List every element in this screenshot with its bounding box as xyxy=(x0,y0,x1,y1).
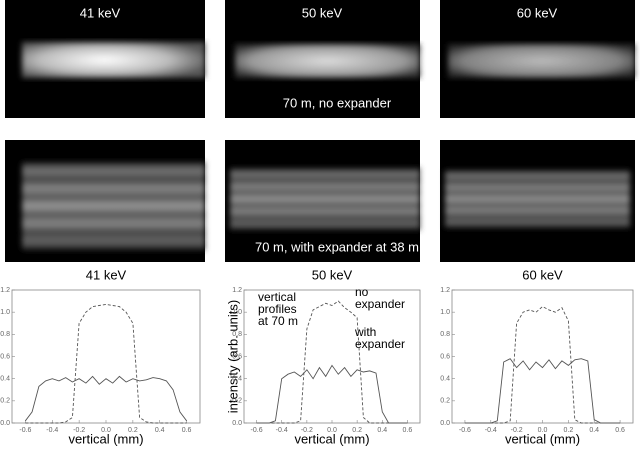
annotation: no xyxy=(355,285,369,299)
x-tick-label: 0.4 xyxy=(377,427,387,434)
y-tick-label: 0.0 xyxy=(232,420,242,427)
beam xyxy=(230,168,420,230)
y-tick-label: 0.6 xyxy=(232,353,242,360)
y-tick-label: 0.6 xyxy=(0,353,10,360)
x-axis-label: vertical (mm) xyxy=(294,431,369,446)
y-tick-label: 0.8 xyxy=(440,331,450,338)
chart-title: 41 keV xyxy=(86,267,127,282)
x-tick-label: -0.6 xyxy=(459,427,471,434)
y-tick-label: 1.2 xyxy=(0,287,10,294)
x-tick-label: 0.2 xyxy=(128,427,138,434)
x-tick-label: 0.6 xyxy=(182,427,192,434)
x-tick-label: 0.4 xyxy=(155,427,165,434)
x-tick-label: -0.2 xyxy=(301,427,313,434)
annotation: with xyxy=(354,325,376,339)
annotation: expander xyxy=(355,337,405,351)
y-tick-label: 0.4 xyxy=(232,376,242,383)
beam-images: 41 keV 50 keV 60 keV 70 m, no expander 7… xyxy=(5,0,635,262)
y-tick-label: 0.8 xyxy=(0,331,10,338)
chart-title: 50 keV xyxy=(312,267,353,282)
x-tick-label: 0.0 xyxy=(327,427,337,434)
image-label: 50 keV xyxy=(302,5,343,20)
y-tick-label: 0.4 xyxy=(0,376,10,383)
beam xyxy=(448,44,635,78)
y-tick-label: 0.0 xyxy=(440,420,450,427)
x-tick-label: 0.2 xyxy=(563,427,573,434)
x-tick-label: 0.6 xyxy=(403,427,413,434)
y-tick-label: 0.2 xyxy=(440,398,450,405)
y-tick-label: 0.0 xyxy=(0,420,10,427)
x-tick-label: 0.0 xyxy=(538,427,548,434)
y-tick-label: 0.8 xyxy=(232,331,242,338)
x-tick-label: -0.4 xyxy=(485,427,497,434)
beam xyxy=(235,44,420,78)
y-tick-label: 1.2 xyxy=(440,287,450,294)
x-tick-label: -0.2 xyxy=(73,427,85,434)
profile-line xyxy=(25,375,187,422)
profile-line xyxy=(256,364,408,424)
x-tick-label: 0.0 xyxy=(101,427,111,434)
image-caption: 70 m, no expander xyxy=(283,95,392,110)
profile-line xyxy=(25,303,187,424)
profile-line xyxy=(464,358,621,424)
y-tick-label: 0.6 xyxy=(440,353,450,360)
x-axis-label: vertical (mm) xyxy=(505,431,580,446)
x-tick-label: -0.4 xyxy=(46,427,58,434)
chart-title: 60 keV xyxy=(522,267,563,282)
image-caption: 70 m, with expander at 38 m xyxy=(255,239,419,254)
annotation: at 70 m xyxy=(258,314,298,328)
image-label: 41 keV xyxy=(80,5,121,20)
profile-line xyxy=(256,300,408,424)
y-axis-label: intensity (arb. units) xyxy=(225,300,240,413)
x-tick-label: 0.2 xyxy=(352,427,362,434)
x-tick-label: -0.4 xyxy=(276,427,288,434)
annotation: profiles xyxy=(258,302,297,316)
annotation: vertical xyxy=(258,290,296,304)
x-tick-label: -0.6 xyxy=(251,427,263,434)
plot-frame xyxy=(451,289,634,424)
y-tick-label: 1.2 xyxy=(232,287,242,294)
y-tick-label: 1.0 xyxy=(0,309,10,316)
y-tick-label: 0.4 xyxy=(440,376,450,383)
image-label: 60 keV xyxy=(517,5,558,20)
y-tick-label: 1.0 xyxy=(232,309,242,316)
x-tick-label: 0.6 xyxy=(615,427,625,434)
x-tick-label: -0.6 xyxy=(19,427,31,434)
annotation: expander xyxy=(355,297,405,311)
x-tick-label: -0.2 xyxy=(511,427,523,434)
x-tick-label: 0.4 xyxy=(589,427,599,434)
y-tick-label: 0.2 xyxy=(0,398,10,405)
y-tick-label: 0.2 xyxy=(232,398,242,405)
beam xyxy=(445,170,630,228)
x-axis-label: vertical (mm) xyxy=(68,431,143,446)
y-tick-label: 1.0 xyxy=(440,309,450,316)
profile-line xyxy=(464,306,621,424)
beam xyxy=(22,42,205,78)
beam xyxy=(22,162,205,250)
plot-frame xyxy=(11,289,201,424)
